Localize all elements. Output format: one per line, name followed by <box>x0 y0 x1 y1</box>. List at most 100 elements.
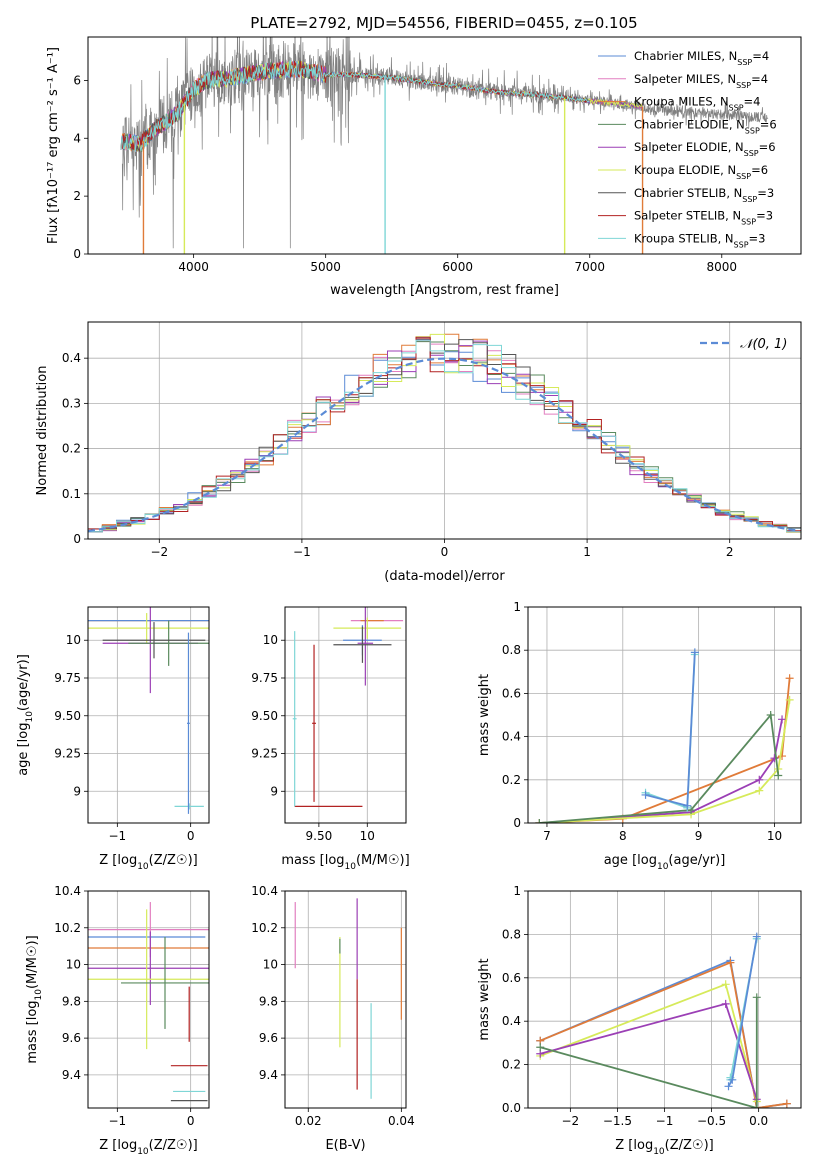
x-axis-label: Z [log10(Z/Z☉)] <box>99 853 197 872</box>
y-tick-label: 0.4 <box>502 1014 521 1028</box>
x-tick-label: 8000 <box>707 260 738 274</box>
legend: Chabrier MILES, NSSP=4 Salpeter MILES, NS… <box>598 49 777 249</box>
x-axis-label: mass [log10(M/M☉)] <box>281 853 409 872</box>
series-point <box>766 711 775 719</box>
y-tick-label: 9.75 <box>251 671 278 685</box>
y-tick-label: 9.6 <box>62 1031 81 1045</box>
y-tick-label: 0.3 <box>62 396 81 410</box>
x-axis-label: age [log10(age/yr)] <box>604 853 726 872</box>
y-tick-label: 0.0 <box>502 1101 521 1115</box>
series-line-chabrier_miles <box>539 959 788 1108</box>
series-point <box>535 819 544 823</box>
plot-area <box>88 902 209 1102</box>
x-tick-label: 8 <box>619 829 627 843</box>
series-point <box>778 752 787 761</box>
axes-frame <box>527 606 802 824</box>
legend-label: 𝒩(0, 1) <box>740 337 787 352</box>
y-tick-label: 0.4 <box>62 351 81 365</box>
series-point <box>721 999 730 1008</box>
y-tick-label: 9.75 <box>54 671 81 685</box>
series-point <box>755 786 764 795</box>
y-tick-label: 10.2 <box>54 921 81 935</box>
y-tick-label: 9.50 <box>54 709 81 723</box>
series-point <box>641 790 650 799</box>
mass-vs-metallicity-panel: −1 0 9.4 9.6 9.8 10 10.2 10.4 Z [log10(Z/Z☉)] mas… <box>25 884 210 1157</box>
legend-label: Salpeter ELODIE, NSSP=6 <box>634 140 776 158</box>
y-tick-label: 0.2 <box>502 773 521 787</box>
x-tick-label: −1 <box>656 1114 674 1128</box>
plot-area <box>292 607 404 807</box>
series-point <box>721 980 730 989</box>
x-tick-label: 9.50 <box>306 829 333 843</box>
x-tick-label: 1 <box>583 545 591 559</box>
y-tick-label: 0.8 <box>502 927 521 941</box>
x-tick-label: −1 <box>108 1114 126 1128</box>
legend-label: Kroupa MILES, NSSP=4 <box>634 95 760 113</box>
series-point <box>724 1082 733 1091</box>
plot-area <box>120 37 769 254</box>
x-tick-label: 0 <box>187 829 195 843</box>
series-point <box>785 695 794 704</box>
y-tick-label: 10.4 <box>54 884 81 898</box>
model-spectrum-kroupa_stelib <box>120 60 590 152</box>
series-point <box>690 648 699 657</box>
y-tick-label: 0.4 <box>502 730 521 744</box>
histogram-kroupa_stelib <box>88 339 801 533</box>
spectrum-panel: 4000 5000 6000 7000 8000 0 2 4 6 wavelength [Angs… <box>46 36 802 298</box>
x-tick-label: 0 <box>441 545 449 559</box>
series-point <box>770 754 779 763</box>
y-axis-label: mass weight <box>477 674 492 756</box>
series-point <box>728 1075 737 1084</box>
x-axis-label: Z [log10(Z/Z☉)] <box>99 1138 197 1157</box>
y-tick-label: 9.25 <box>251 747 278 761</box>
y-tick-label: 9.6 <box>259 1031 278 1045</box>
legend-label: Chabrier ELODIE, NSSP=6 <box>634 117 777 135</box>
normal-curve <box>88 357 799 533</box>
axes-frame <box>87 36 802 255</box>
mass-vs-ebv-panel: 0.02 0.04 9.4 9.6 9.8 10 10.2 10.4 E(B-V) <box>251 884 414 1153</box>
x-tick-label: 9 <box>695 829 703 843</box>
y-tick-label: 0 <box>513 816 521 830</box>
x-tick-label: −0.5 <box>697 1114 726 1128</box>
massweight-vs-metallicity-panel: −2 −1.5 −1 −0.5 0.0 0.0 0.2 0.4 0.6 0.8 1 Z [log10(… <box>477 884 802 1157</box>
series-line-chabrier_elodie <box>539 997 758 1108</box>
y-tick-label: 0.6 <box>502 971 521 985</box>
legend-label: Chabrier STELIB, NSSP=3 <box>634 186 774 204</box>
series-line-kroupa_stelib <box>645 654 696 810</box>
x-tick-label: −1 <box>293 545 311 559</box>
y-tick-label: 0.6 <box>502 686 521 700</box>
axes-frame <box>284 606 407 824</box>
series-point <box>755 775 764 784</box>
y-tick-label: 10 <box>263 958 278 972</box>
y-tick-label: 9.25 <box>54 747 81 761</box>
legend-label: Salpeter STELIB, NSSP=3 <box>634 209 773 227</box>
series-line-chabrier_miles <box>645 652 696 807</box>
legend-label: Chabrier MILES, NSSP=4 <box>634 49 769 67</box>
x-axis-label: wavelength [Angstrom, rest frame] <box>330 283 559 298</box>
y-axis-label: age [log10(age/yr)] <box>16 654 35 776</box>
y-tick-label: 0.8 <box>502 643 521 657</box>
series-point <box>683 801 692 810</box>
residuals-panel: −2 −1 0 1 2 0 0.1 0.2 0.3 0.4 (data-model)/error No… <box>35 321 802 584</box>
axes-frame <box>87 890 210 1109</box>
series-point <box>726 958 735 967</box>
y-tick-label: 1 <box>513 600 521 614</box>
y-tick-label: 0 <box>73 247 81 261</box>
y-tick-label: 9.4 <box>62 1068 81 1082</box>
x-tick-label: 0.0 <box>749 1114 768 1128</box>
x-tick-label: 6000 <box>442 260 473 274</box>
series-line-kroupa_miles <box>539 961 788 1108</box>
axes-frame <box>284 890 407 1109</box>
series-point <box>752 1104 761 1108</box>
y-axis-label: Flux [fλ10⁻¹⁷ erg cm⁻² s⁻¹ A⁻¹] <box>46 47 61 244</box>
x-tick-label: 2 <box>726 545 734 559</box>
y-axis-label: mass [log10(M/M☉)] <box>25 935 44 1063</box>
age-vs-mass-panel: 9.50 10 9 9.25 9.50 9.75 10 mass [log10(M/M☉)] <box>251 606 410 872</box>
x-tick-label: −1 <box>108 829 126 843</box>
series-point <box>752 932 761 941</box>
x-tick-label: 7000 <box>574 260 605 274</box>
plot-area <box>536 932 791 1108</box>
x-tick-label: 10 <box>360 829 375 843</box>
y-tick-label: 10 <box>263 633 278 647</box>
figure-title: PLATE=2792, MJD=54556, FIBERID=0455, z=0… <box>250 14 637 32</box>
